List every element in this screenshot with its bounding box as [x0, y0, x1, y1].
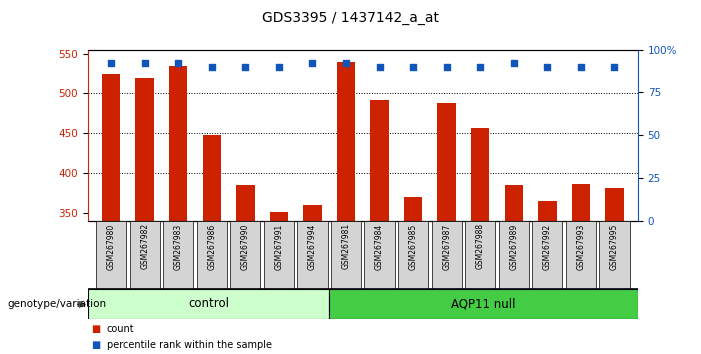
Text: GSM267988: GSM267988 — [476, 223, 484, 269]
Bar — [197, 221, 227, 289]
Text: count: count — [107, 324, 134, 334]
Text: ■: ■ — [91, 340, 100, 350]
Text: control: control — [188, 297, 229, 310]
Bar — [599, 221, 629, 289]
Point — [542, 64, 553, 69]
Bar — [532, 221, 562, 289]
Bar — [471, 128, 489, 221]
Bar — [102, 74, 121, 221]
Point — [475, 64, 486, 69]
Point — [341, 61, 352, 66]
Point — [576, 64, 587, 69]
Point — [139, 61, 150, 66]
Point — [240, 64, 251, 69]
Bar — [370, 100, 389, 221]
Bar — [230, 221, 261, 289]
Text: GSM267992: GSM267992 — [543, 223, 552, 269]
Point — [407, 64, 418, 69]
Bar — [135, 78, 154, 221]
Text: GSM267983: GSM267983 — [174, 223, 183, 269]
Text: AQP11 null: AQP11 null — [451, 297, 516, 310]
Bar — [566, 221, 596, 289]
Bar — [365, 221, 395, 289]
Bar — [465, 221, 496, 289]
Text: GSM267984: GSM267984 — [375, 223, 384, 269]
Point — [608, 64, 620, 69]
Point — [172, 61, 184, 66]
Bar — [505, 185, 523, 221]
Bar — [336, 62, 355, 221]
Text: GSM267986: GSM267986 — [207, 223, 217, 269]
Text: GSM267982: GSM267982 — [140, 223, 149, 269]
Point — [508, 61, 519, 66]
Bar — [398, 221, 428, 289]
Text: percentile rank within the sample: percentile rank within the sample — [107, 340, 271, 350]
Bar — [96, 221, 126, 289]
Bar — [130, 221, 160, 289]
Text: GSM267981: GSM267981 — [341, 223, 350, 269]
Point — [374, 64, 385, 69]
Text: GSM267995: GSM267995 — [610, 223, 619, 270]
Bar — [329, 289, 638, 319]
Bar — [264, 221, 294, 289]
Text: GSM267994: GSM267994 — [308, 223, 317, 270]
Point — [273, 64, 285, 69]
Text: GSM267980: GSM267980 — [107, 223, 116, 269]
Bar — [571, 184, 590, 221]
Text: GSM267985: GSM267985 — [409, 223, 418, 269]
Bar — [538, 201, 557, 221]
Text: GSM267987: GSM267987 — [442, 223, 451, 269]
Text: genotype/variation: genotype/variation — [7, 299, 106, 309]
Text: GSM267990: GSM267990 — [241, 223, 250, 270]
Bar — [331, 221, 361, 289]
Bar — [404, 197, 422, 221]
Bar — [437, 103, 456, 221]
Text: GSM267993: GSM267993 — [576, 223, 585, 270]
Bar — [498, 221, 529, 289]
Text: GSM267991: GSM267991 — [274, 223, 283, 269]
Bar — [297, 221, 327, 289]
Bar — [432, 221, 462, 289]
Text: GSM267989: GSM267989 — [509, 223, 518, 269]
Point — [206, 64, 217, 69]
Bar — [163, 221, 193, 289]
Bar — [203, 135, 221, 221]
Bar — [169, 65, 187, 221]
Bar — [270, 212, 288, 221]
Bar — [605, 188, 624, 221]
Bar — [304, 205, 322, 221]
Bar — [88, 289, 329, 319]
Point — [106, 61, 117, 66]
Point — [307, 61, 318, 66]
Point — [441, 64, 452, 69]
Text: ■: ■ — [91, 324, 100, 334]
Text: GDS3395 / 1437142_a_at: GDS3395 / 1437142_a_at — [262, 11, 439, 25]
Bar — [236, 185, 254, 221]
